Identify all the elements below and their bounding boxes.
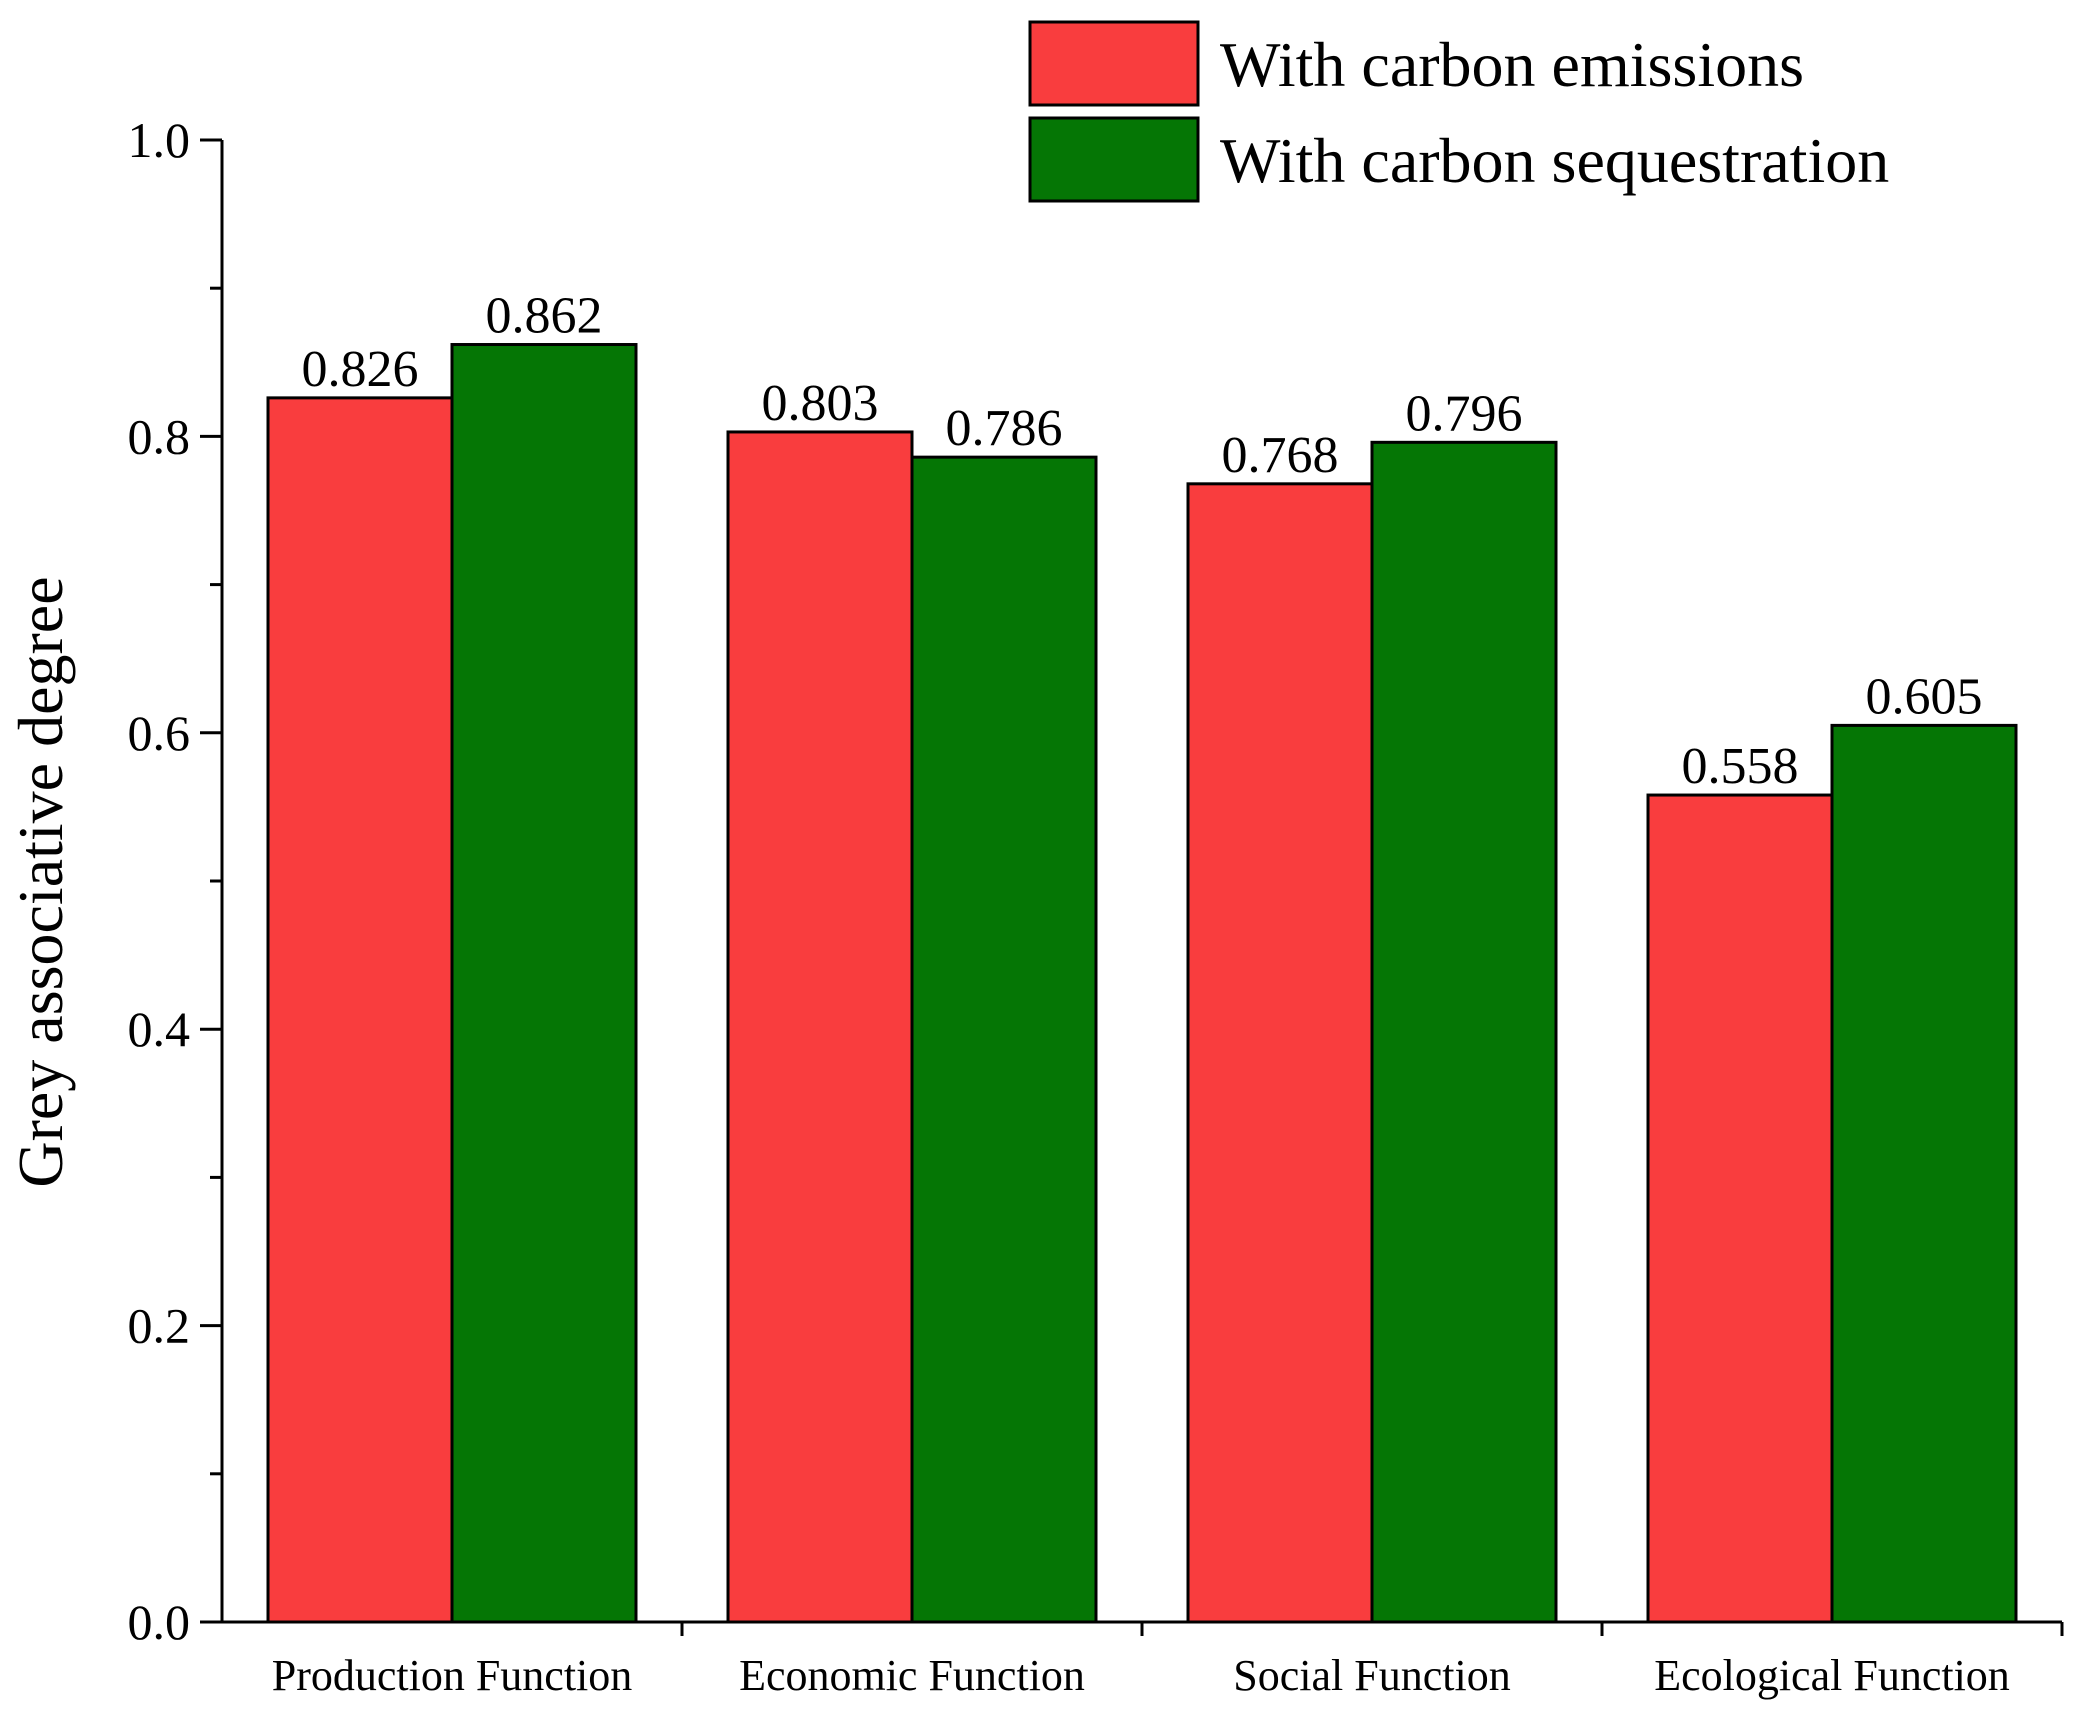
bars-group <box>266 343 2018 1624</box>
bar-carbon-emissions <box>266 396 454 1624</box>
legend-label-carbon-emissions: With carbon emissions <box>1220 29 1804 100</box>
bar-carbon-emissions <box>726 430 914 1624</box>
bar-carbon-sequestration <box>910 455 1098 1624</box>
data-label: 0.862 <box>486 288 603 345</box>
bar-carbon-sequestration <box>1830 723 2018 1624</box>
category-labels-group: Production Function Economic Function Soci… <box>272 1651 2010 1700</box>
legend-label-carbon-sequestration: With carbon sequestration <box>1220 125 1889 196</box>
y-tick-label: 0.6 <box>128 705 191 761</box>
bar-carbon-sequestration <box>1370 440 1558 1624</box>
bar-carbon-emissions <box>1646 793 1834 1624</box>
category-label: Production Function <box>272 1651 633 1700</box>
legend-swatch-carbon-sequestration <box>1028 116 1200 203</box>
data-label: 0.768 <box>1222 427 1339 484</box>
y-axis-title: Grey associative degree <box>5 576 76 1187</box>
y-tick-label: 0.2 <box>128 1298 191 1354</box>
y-tick-label: 0.8 <box>128 408 191 464</box>
data-label: 0.796 <box>1406 385 1523 442</box>
data-label: 0.786 <box>946 400 1063 457</box>
bar-carbon-sequestration <box>450 343 638 1624</box>
y-axis-ticks: 0.0 0.2 0.4 0.6 0.8 1.0 <box>128 112 222 1650</box>
category-label: Ecological Function <box>1654 1651 2010 1700</box>
y-tick-label: 0.0 <box>128 1594 191 1650</box>
data-label: 0.826 <box>302 341 419 398</box>
y-tick-label: 1.0 <box>128 112 191 168</box>
legend-swatch-carbon-emissions <box>1028 20 1200 107</box>
data-label: 0.558 <box>1682 738 1799 795</box>
category-label: Social Function <box>1233 1651 1510 1700</box>
x-axis-ticks <box>680 1622 2064 1636</box>
data-label: 0.803 <box>762 375 879 432</box>
category-label: Economic Function <box>739 1651 1085 1700</box>
data-labels-group: 0.826 0.862 0.803 0.786 0.768 0.796 0.558 0.605 <box>302 288 1983 796</box>
legend: With carbon emissions With carbon seques… <box>1028 20 1889 203</box>
bar-carbon-emissions <box>1186 482 1374 1624</box>
y-tick-label: 0.4 <box>128 1001 191 1057</box>
data-label: 0.605 <box>1866 668 1983 725</box>
